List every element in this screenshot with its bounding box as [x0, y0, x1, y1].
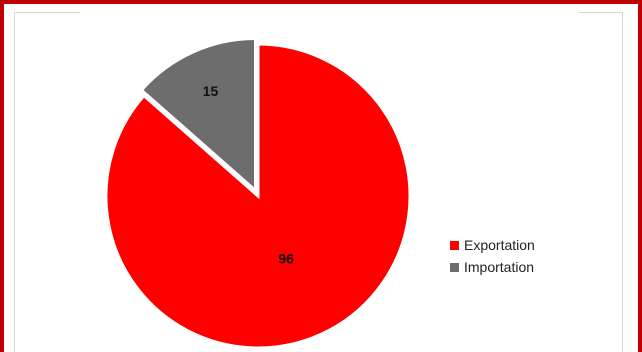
legend-item-importation: Importation [450, 256, 535, 278]
data-label-exportation: 96 [278, 250, 294, 266]
legend-label-exportation: Exportation [464, 237, 535, 253]
plot-area-right-edge [622, 12, 623, 352]
pie-slice-exportation [104, 42, 412, 350]
plot-area-left-edge [14, 12, 15, 352]
data-label-importation: 15 [203, 83, 219, 99]
legend-label-importation: Importation [464, 259, 535, 275]
legend-item-exportation: Exportation [450, 234, 535, 256]
pie-slices [104, 37, 412, 350]
plot-area-top-left-edge [14, 12, 80, 13]
legend-swatch-exportation [450, 240, 459, 250]
pie-data-labels: 96 15 [203, 83, 295, 267]
legend-swatch-importation [450, 262, 459, 272]
pie-slice-importation [139, 37, 258, 194]
legend: Exportation Importation [450, 234, 535, 278]
plot-area-top-right-edge [578, 12, 623, 13]
